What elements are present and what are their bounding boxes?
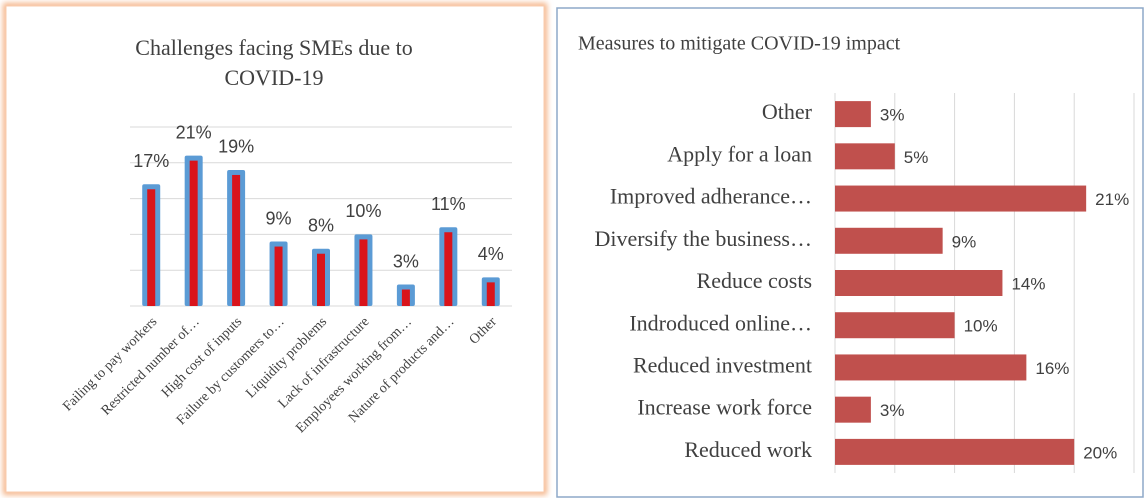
y-tick-label: Other [762, 99, 813, 124]
value-label: 16% [1035, 359, 1069, 378]
bar [835, 354, 1027, 381]
bar [835, 270, 1003, 296]
bar [401, 289, 410, 306]
bar [835, 438, 1075, 465]
value-label: 3% [880, 106, 905, 125]
value-label: 8% [308, 215, 334, 235]
bar [835, 312, 955, 339]
bar [232, 174, 241, 306]
value-label: 4% [478, 244, 504, 264]
value-label: 21% [1095, 190, 1129, 209]
value-label: 11% [431, 194, 466, 214]
value-label: 14% [1011, 274, 1045, 293]
bar [444, 232, 453, 306]
bar [835, 227, 943, 254]
y-tick-label: Increase work force [637, 395, 812, 420]
bar [189, 160, 198, 306]
value-label: 10% [345, 201, 381, 221]
y-tick-label: Improved adherance… [610, 184, 812, 209]
value-label: 20% [1083, 443, 1117, 462]
y-tick-label: Diversify the business… [594, 226, 812, 251]
bar [486, 282, 495, 306]
y-tick-label: Reduce costs [697, 268, 812, 293]
bar [147, 189, 156, 306]
y-tick-label: Apply for a loan [667, 141, 812, 166]
bar [274, 246, 283, 306]
value-label: 5% [904, 148, 929, 167]
y-tick-label: Reduced investment [633, 352, 812, 377]
bar [359, 239, 368, 306]
value-label: 3% [880, 401, 905, 420]
bar [835, 185, 1087, 212]
chart-title: Challenges facing SMEs due to COVID-19 [135, 35, 412, 90]
y-tick-label: Reduced work [684, 437, 812, 462]
bar [317, 253, 325, 306]
value-label: 17% [133, 151, 169, 171]
y-tick-label: Indroduced online… [629, 310, 812, 335]
value-label: 19% [218, 137, 254, 157]
value-label: 21% [176, 122, 212, 142]
chart-title: Measures to mitigate COVID-19 impact [578, 33, 901, 55]
value-label: 9% [952, 232, 977, 251]
value-label: 9% [266, 208, 292, 228]
value-label: 10% [964, 317, 998, 336]
value-label: 3% [393, 251, 419, 271]
bar [835, 101, 871, 128]
bar [835, 396, 871, 423]
bar [835, 143, 895, 170]
right-chart: Measures to mitigate COVID-19 impact 3% O… [578, 33, 1135, 473]
